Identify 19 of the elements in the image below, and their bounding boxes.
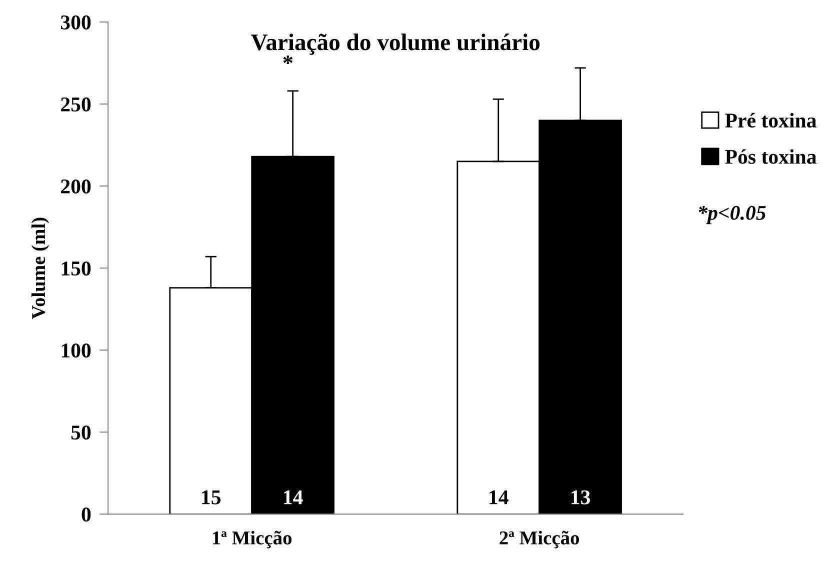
y-tick-label: 0 — [82, 508, 91, 522]
x-tick-label: 2ª Micção — [500, 530, 580, 548]
annotation: 13 — [572, 490, 590, 504]
legend-label: Pós toxina — [725, 149, 816, 164]
y-tick-label: 50 — [71, 426, 91, 440]
annotation: 15 — [202, 490, 221, 504]
y-tick-label: 250 — [61, 97, 91, 112]
y-tick-label: 300 — [60, 15, 91, 30]
y-tick-label: 200 — [61, 179, 91, 194]
y-tick-label: 100 — [62, 343, 91, 358]
text: *p<0.05 — [698, 206, 766, 224]
y-axis-title: Volume (ml) — [31, 218, 50, 320]
y-tick-label: 150 — [62, 261, 91, 276]
chart-title: Variação do volume urinário — [251, 34, 540, 55]
annotation: 14 — [284, 490, 303, 504]
x-tick-label: 1ª Micção — [212, 530, 292, 548]
annotation: 14 — [490, 490, 508, 504]
legend-label: Pré toxina — [725, 112, 816, 128]
annotation: * — [283, 56, 293, 64]
